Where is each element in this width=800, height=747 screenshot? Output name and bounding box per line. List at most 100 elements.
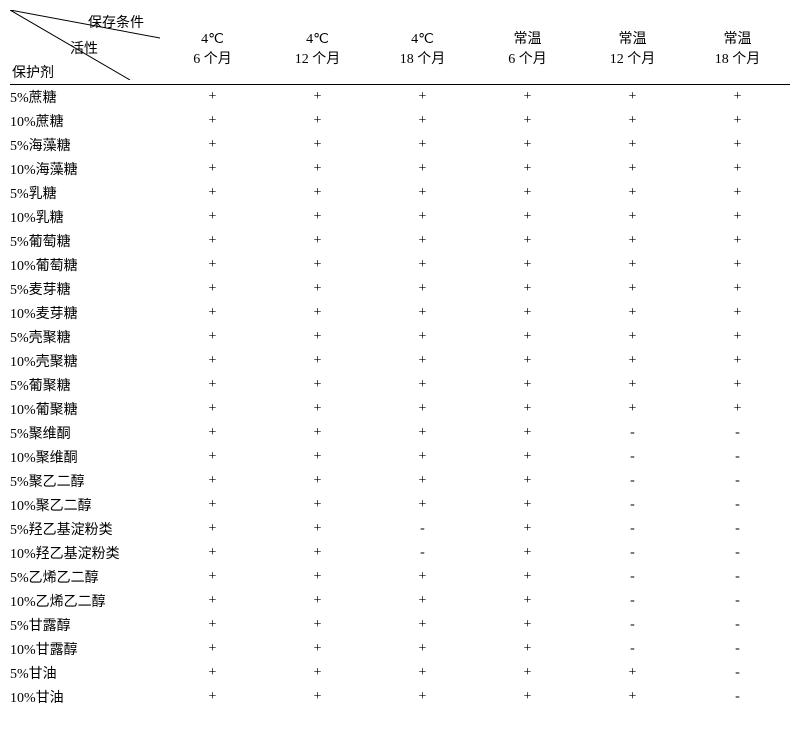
row-label: 10%甘露醇 (10, 639, 160, 659)
table-cell: + (475, 689, 580, 705)
table-cell: + (370, 353, 475, 369)
stability-table: 保存条件 活性 保护剂 4℃6 个月4℃12 个月4℃18 个月常温6 个月常温… (10, 10, 790, 709)
table-row: 5%甘油+++++- (10, 661, 790, 685)
row-label: 10%海藻糖 (10, 159, 160, 179)
table-cell: + (475, 233, 580, 249)
row-label: 5%壳聚糖 (10, 327, 160, 347)
table-cell: + (580, 137, 685, 153)
table-cell: + (580, 161, 685, 177)
table-cell: + (475, 473, 580, 489)
table-cell: + (370, 305, 475, 321)
table-cell: - (580, 545, 685, 561)
table-row: 5%聚维酮++++-- (10, 421, 790, 445)
row-label: 10%羟乙基淀粉类 (10, 543, 160, 563)
table-row: 5%麦芽糖++++++ (10, 277, 790, 301)
table-cell: - (685, 569, 790, 585)
table-cell: + (580, 113, 685, 129)
table-cell: + (475, 305, 580, 321)
table-cell: + (475, 665, 580, 681)
table-cell: - (580, 641, 685, 657)
row-label: 5%葡聚糖 (10, 375, 160, 395)
table-row: 5%乳糖++++++ (10, 181, 790, 205)
row-label: 5%海藻糖 (10, 135, 160, 155)
table-row: 5%乙烯乙二醇++++-- (10, 565, 790, 589)
table-row: 5%葡萄糖++++++ (10, 229, 790, 253)
table-cell: - (685, 641, 790, 657)
table-cell: - (685, 665, 790, 681)
row-label: 10%葡萄糖 (10, 255, 160, 275)
row-label: 5%甘油 (10, 663, 160, 683)
corner-label-bottom: 保护剂 (12, 62, 54, 82)
row-label: 5%乳糖 (10, 183, 160, 203)
table-cell: - (685, 497, 790, 513)
table-cell: + (265, 281, 370, 297)
table-cell: + (160, 449, 265, 465)
row-label: 10%乙烯乙二醇 (10, 591, 160, 611)
table-cell: + (265, 473, 370, 489)
table-cell: + (265, 593, 370, 609)
table-cell: + (580, 233, 685, 249)
row-label: 5%蔗糖 (10, 87, 160, 107)
table-cell: + (475, 449, 580, 465)
table-cell: + (685, 401, 790, 417)
table-row: 5%壳聚糖++++++ (10, 325, 790, 349)
column-header: 4℃6 个月 (160, 20, 265, 69)
table-cell: + (475, 209, 580, 225)
table-cell: + (265, 569, 370, 585)
table-cell: + (265, 545, 370, 561)
table-row: 10%羟乙基淀粉类++-+-- (10, 541, 790, 565)
column-header-line2: 12 个月 (265, 50, 370, 70)
table-cell: - (580, 497, 685, 513)
table-cell: + (685, 209, 790, 225)
table-cell: + (160, 545, 265, 561)
table-cell: + (475, 161, 580, 177)
table-cell: - (685, 593, 790, 609)
table-cell: - (580, 449, 685, 465)
column-header-line1: 4℃ (160, 30, 265, 50)
column-header: 4℃18 个月 (370, 20, 475, 69)
row-label: 5%聚维酮 (10, 423, 160, 443)
table-row: 5%聚乙二醇++++-- (10, 469, 790, 493)
table-cell: + (370, 569, 475, 585)
table-cell: + (160, 233, 265, 249)
table-cell: + (160, 161, 265, 177)
table-cell: + (265, 665, 370, 681)
table-cell: + (475, 545, 580, 561)
table-cell: + (370, 89, 475, 105)
table-cell: + (160, 521, 265, 537)
row-label: 5%麦芽糖 (10, 279, 160, 299)
column-header-line2: 18 个月 (370, 50, 475, 70)
row-label: 5%乙烯乙二醇 (10, 567, 160, 587)
table-body: 5%蔗糖++++++10%蔗糖++++++5%海藻糖++++++10%海藻糖++… (10, 85, 790, 709)
table-cell: + (475, 521, 580, 537)
corner-cell: 保存条件 活性 保护剂 (10, 10, 160, 80)
table-row: 5%羟乙基淀粉类++-+-- (10, 517, 790, 541)
table-cell: + (265, 257, 370, 273)
table-cell: + (580, 689, 685, 705)
table-cell: + (370, 377, 475, 393)
table-cell: - (685, 473, 790, 489)
table-cell: + (265, 161, 370, 177)
table-cell: + (685, 305, 790, 321)
table-cell: + (160, 497, 265, 513)
table-cell: + (160, 137, 265, 153)
table-cell: + (160, 113, 265, 129)
table-cell: + (475, 617, 580, 633)
table-row: 5%葡聚糖++++++ (10, 373, 790, 397)
table-cell: + (370, 185, 475, 201)
table-cell: + (160, 569, 265, 585)
column-header: 常温6 个月 (475, 20, 580, 69)
table-cell: + (370, 425, 475, 441)
table-cell: + (475, 353, 580, 369)
table-cell: + (370, 233, 475, 249)
table-cell: + (475, 329, 580, 345)
table-row: 10%聚维酮++++-- (10, 445, 790, 469)
table-cell: + (265, 449, 370, 465)
table-cell: + (160, 209, 265, 225)
table-cell: + (370, 137, 475, 153)
table-cell: + (265, 137, 370, 153)
table-cell: + (265, 185, 370, 201)
table-cell: + (265, 353, 370, 369)
table-row: 10%蔗糖++++++ (10, 109, 790, 133)
table-cell: + (580, 281, 685, 297)
